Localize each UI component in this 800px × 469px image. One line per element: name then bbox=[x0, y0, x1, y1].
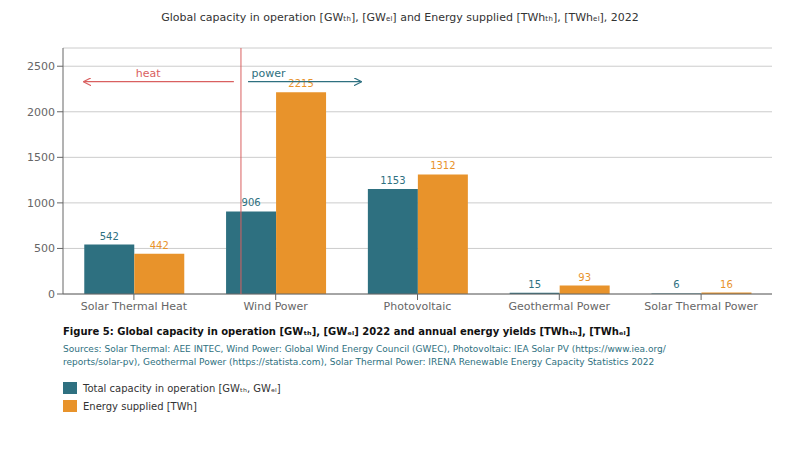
html-text:reports/solar-pv), Geothermal: reports/solar-pv), Geothermal Power (htt… bbox=[63, 357, 655, 367]
svg-text:Solar Thermal Heat: Solar Thermal Heat bbox=[81, 300, 188, 313]
html-text:Figure 5: Global capacity in o: Figure 5: Global capacity in operation [… bbox=[63, 326, 631, 337]
svg-text:93: 93 bbox=[578, 272, 591, 283]
svg-text:1312: 1312 bbox=[430, 160, 455, 171]
svg-text:542: 542 bbox=[100, 231, 119, 242]
html-text:Total capacity in operation [G: Total capacity in operation [GWₜₕ, GWₑₗ] bbox=[83, 382, 281, 394]
svg-text:power: power bbox=[252, 67, 286, 80]
svg-text:Wind Power: Wind Power bbox=[243, 300, 308, 313]
svg-text:2215: 2215 bbox=[288, 78, 313, 89]
svg-text:1500: 1500 bbox=[27, 151, 55, 164]
svg-text:Geothermal Power: Geothermal Power bbox=[508, 300, 610, 313]
svg-text:1000: 1000 bbox=[27, 197, 55, 210]
html-text:Sources: Solar Thermal: AEE IN: Sources: Solar Thermal: AEE INTEC, Wind … bbox=[63, 344, 666, 354]
svg-text:2000: 2000 bbox=[27, 106, 55, 119]
html-text:Global capacity in operation [: Global capacity in operation [GWₜₕ], [GW… bbox=[161, 11, 639, 24]
svg-text:442: 442 bbox=[150, 240, 169, 251]
svg-text:906: 906 bbox=[242, 197, 261, 208]
svg-text:15: 15 bbox=[528, 279, 541, 290]
svg-text:500: 500 bbox=[34, 242, 55, 255]
svg-text:1153: 1153 bbox=[380, 175, 405, 186]
svg-text:16: 16 bbox=[720, 279, 733, 290]
svg-text:2500: 2500 bbox=[27, 60, 55, 73]
svg-text:0: 0 bbox=[48, 288, 55, 301]
svg-text:6: 6 bbox=[673, 279, 679, 290]
html-text:Energy supplied [TWh]: Energy supplied [TWh] bbox=[83, 400, 197, 412]
svg-text:Photovoltaic: Photovoltaic bbox=[384, 300, 452, 313]
svg-text:Solar Thermal Power: Solar Thermal Power bbox=[644, 300, 758, 313]
svg-text:heat: heat bbox=[136, 67, 161, 80]
